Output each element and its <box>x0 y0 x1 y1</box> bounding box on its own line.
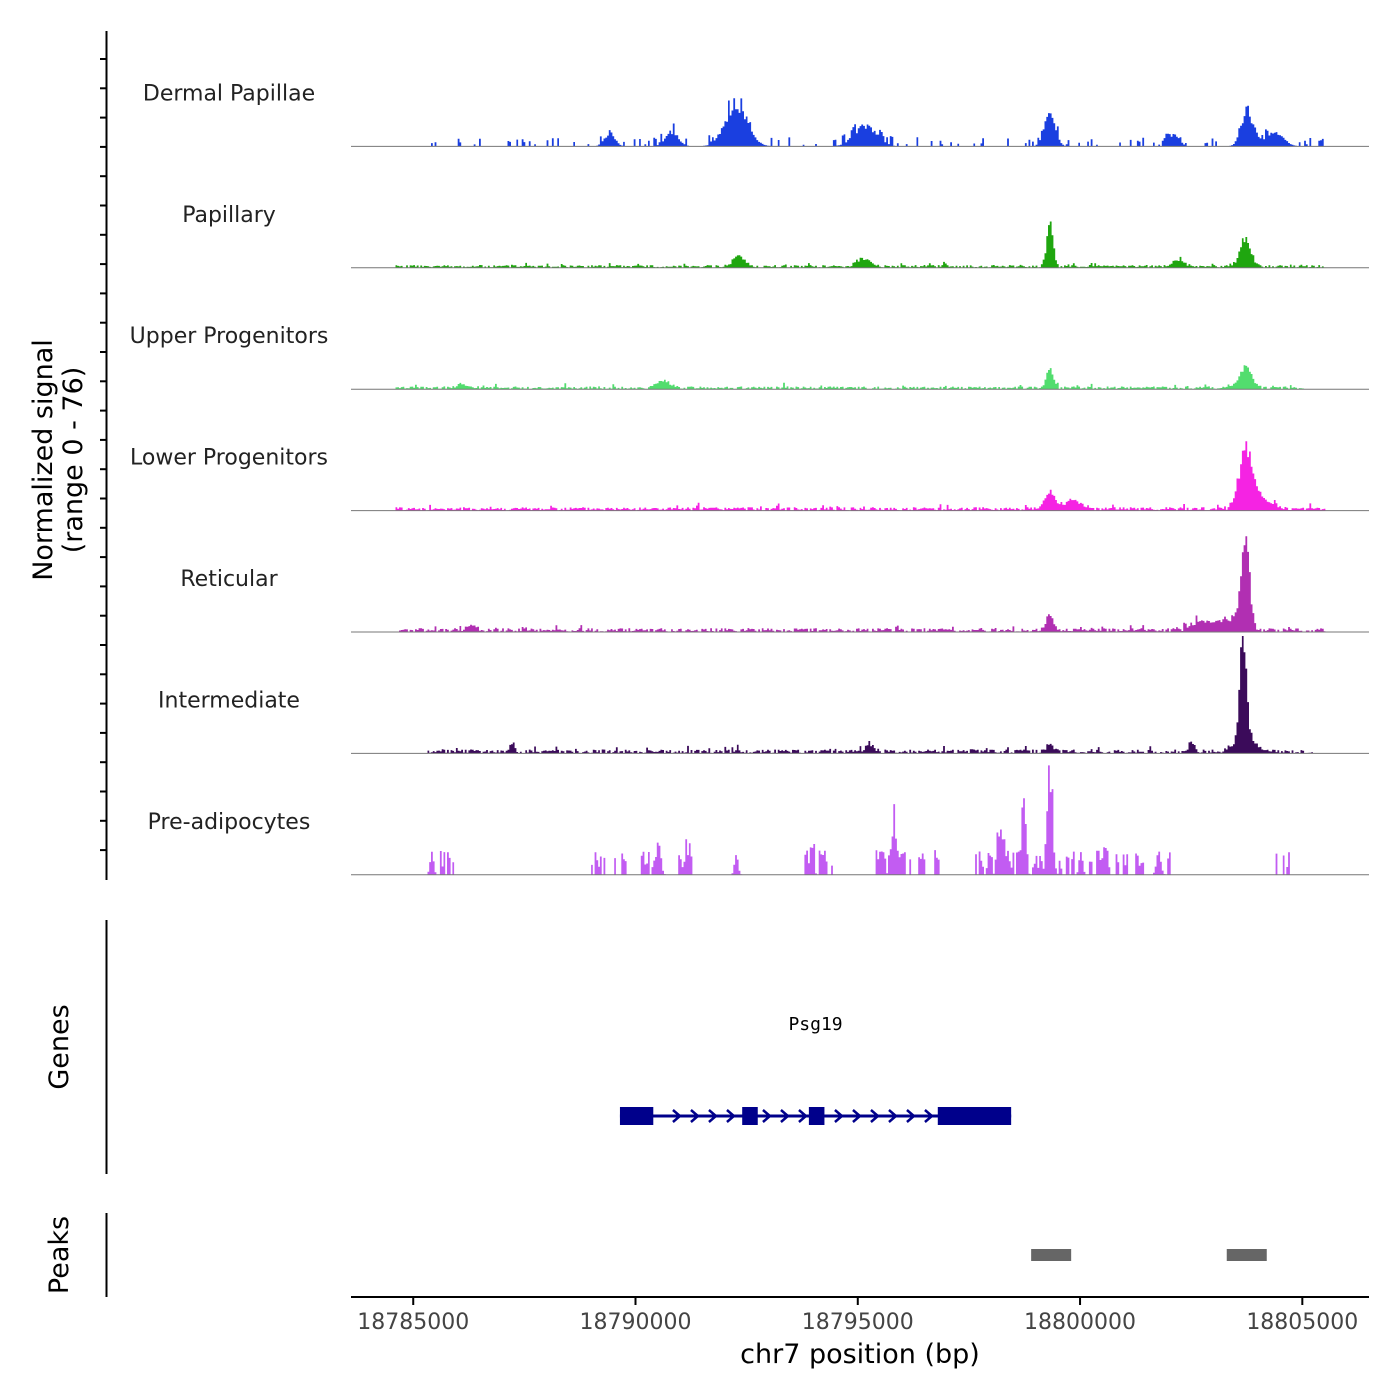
strand-arrow <box>834 1109 844 1123</box>
gene-model: Psg19 <box>619 1014 1012 1125</box>
signal-area <box>351 441 1370 511</box>
strand-arrow <box>762 1109 772 1123</box>
track-label: Upper Progenitors <box>130 324 329 349</box>
gene-exon <box>937 1107 1012 1125</box>
y-axis-title-line1: Normalized signal <box>28 339 59 581</box>
x-tick-label: 18785000 <box>357 1310 469 1335</box>
signal-area <box>351 536 1370 632</box>
x-tick-label: 18800000 <box>1024 1310 1136 1335</box>
strand-arrow <box>690 1109 700 1123</box>
strand-arrow <box>726 1109 736 1123</box>
strand-arrow <box>888 1109 898 1123</box>
coverage-tracks: Dermal Papillae Papillary Upper Progenitor… <box>130 81 1370 876</box>
y-axis-title: Normalized signal (range 0 - 76) <box>28 339 89 581</box>
signal-area <box>351 221 1370 268</box>
strand-arrow <box>798 1109 808 1123</box>
track-label: Papillary <box>182 203 276 228</box>
x-tick-label: 18795000 <box>802 1310 914 1335</box>
x-tick-label: 18805000 <box>1246 1310 1358 1335</box>
signal-track: Papillary <box>182 203 1370 269</box>
strand-arrow <box>852 1109 862 1123</box>
signal-track: Dermal Papillae <box>143 81 1370 147</box>
strand-arrow <box>870 1109 880 1123</box>
coverage-axis <box>100 31 108 880</box>
strand-arrow <box>906 1109 916 1123</box>
strand-arrow <box>924 1109 934 1123</box>
peaks-track: Peaks <box>44 1213 1267 1297</box>
peak-region <box>1226 1249 1267 1261</box>
signal-track: Pre-adipocytes <box>148 765 1370 876</box>
peaks-track-label: Peaks <box>44 1216 75 1294</box>
track-label: Pre-adipocytes <box>148 810 311 835</box>
track-label: Intermediate <box>158 688 300 713</box>
y-axis-title-line2: (range 0 - 76) <box>58 367 89 554</box>
signal-area <box>351 636 1370 754</box>
gene-exon <box>808 1107 825 1125</box>
signal-track: Upper Progenitors <box>130 324 1370 390</box>
track-label: Lower Progenitors <box>130 446 328 471</box>
strand-arrow <box>672 1109 682 1123</box>
gene-exon <box>619 1107 654 1125</box>
signal-area <box>351 98 1370 147</box>
signal-track: Reticular <box>180 536 1370 633</box>
track-label: Dermal Papillae <box>143 81 315 106</box>
strand-arrow <box>780 1109 790 1123</box>
signal-area <box>351 765 1370 875</box>
x-tick-label: 18790000 <box>580 1310 692 1335</box>
signal-track: Intermediate <box>158 636 1370 754</box>
gene-name: Psg19 <box>788 1014 842 1035</box>
x-axis-title: chr7 position (bp) <box>740 1339 980 1370</box>
track-label: Reticular <box>180 567 278 592</box>
peak-region <box>1031 1249 1072 1261</box>
strand-arrow <box>708 1109 718 1123</box>
gene-exon <box>742 1107 758 1125</box>
signal-track: Lower Progenitors <box>130 441 1370 512</box>
genes-track: Genes Psg19 <box>44 920 1012 1174</box>
x-axis: 18785000 18790000 18795000 18800000 18805000 <box>351 1296 1369 1335</box>
genes-track-label: Genes <box>44 1004 75 1089</box>
signal-area <box>351 365 1370 390</box>
